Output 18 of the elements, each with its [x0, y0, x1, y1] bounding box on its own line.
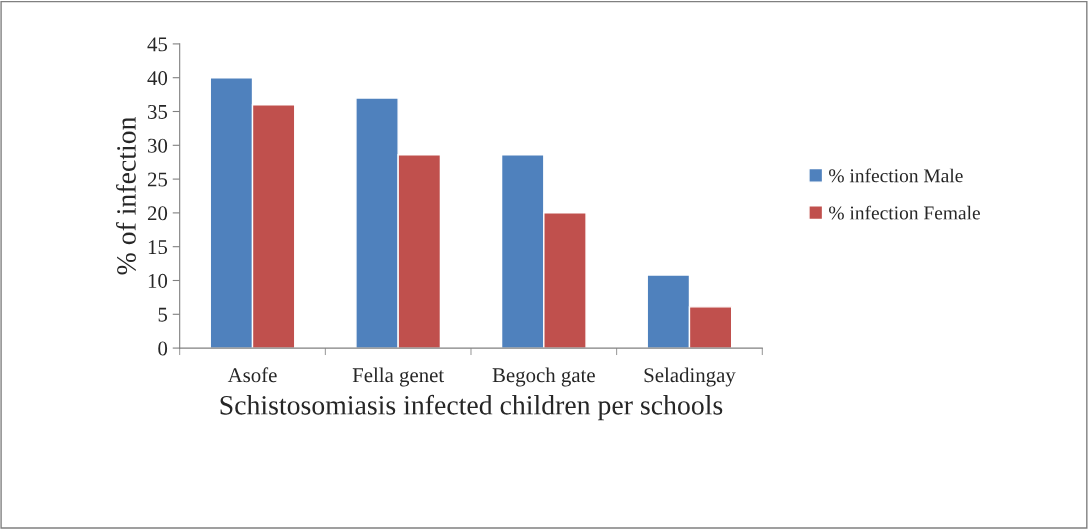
y-tick-label: 15	[148, 240, 168, 255]
x-tick-label: Begoch gate	[492, 367, 595, 387]
y-tick-label: 35	[148, 104, 168, 119]
y-tick-label: 10	[148, 273, 168, 288]
x-axis-title: Schistosomiasis infected children per schools	[220, 394, 723, 421]
y-tick-label: 20	[147, 206, 168, 221]
y-tick-label: 45	[147, 37, 168, 52]
legend-label: % infection Female	[829, 205, 980, 220]
y-tick-label: 0	[158, 341, 168, 356]
x-tick-label: Fella genet	[352, 367, 445, 387]
y-axis-title: % of infection	[116, 116, 136, 275]
y-tick-label: 40	[147, 71, 168, 86]
y-tick-label: 25	[147, 172, 168, 187]
y-tick-label: 5	[158, 307, 168, 322]
y-tick-label: 30	[148, 138, 168, 153]
x-tick-label: Seladingay	[644, 367, 736, 387]
x-tick-label: Asofe	[227, 367, 277, 383]
legend-label: % infection Male	[829, 168, 963, 183]
